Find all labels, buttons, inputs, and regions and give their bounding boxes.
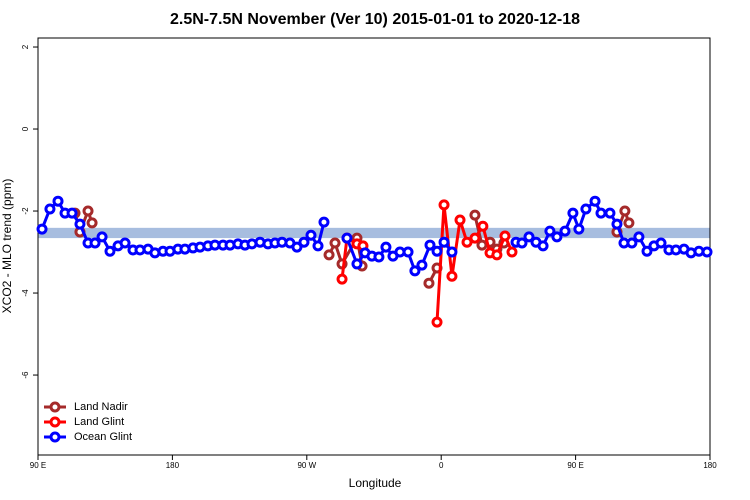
- data-point: [469, 209, 481, 221]
- x-tick-label: 90 W: [297, 461, 316, 470]
- data-point: [438, 236, 450, 248]
- data-point: [416, 259, 428, 271]
- data-point: [438, 199, 450, 211]
- data-point: [104, 245, 116, 257]
- data-point: [351, 258, 363, 270]
- data-point: [431, 245, 443, 257]
- data-point: [402, 246, 414, 258]
- data-point: [516, 237, 528, 249]
- plot-frame: [37, 37, 711, 456]
- data-point: [544, 225, 556, 237]
- legend-label: Land Nadir: [74, 401, 128, 413]
- x-tick-label: 90 E: [567, 461, 583, 470]
- legend-swatch-point: [49, 431, 61, 443]
- data-point: [623, 217, 635, 229]
- x-tick-label: 90 E: [30, 461, 46, 470]
- data-point: [461, 236, 473, 248]
- x-tick-label: 0: [439, 461, 444, 470]
- x-tick-label: 180: [703, 461, 717, 470]
- data-point: [89, 237, 101, 249]
- data-point: [298, 236, 310, 248]
- data-point: [589, 195, 601, 207]
- data-point: [499, 230, 511, 242]
- data-point: [523, 231, 535, 243]
- data-point: [491, 249, 503, 261]
- x-axis-label: Longitude: [349, 476, 402, 490]
- data-point: [537, 240, 549, 252]
- y-tick-label: 0: [21, 126, 30, 131]
- data-point: [626, 237, 638, 249]
- data-point: [82, 205, 94, 217]
- data-point: [431, 316, 443, 328]
- data-point: [66, 207, 78, 219]
- legend-swatch-point: [49, 416, 61, 428]
- data-point: [641, 245, 653, 257]
- data-point: [119, 237, 131, 249]
- data-point: [619, 205, 631, 217]
- data-point: [655, 237, 667, 249]
- data-point: [305, 229, 317, 241]
- chart-title: 2.5N-7.5N November (Ver 10) 2015-01-01 t…: [170, 11, 580, 28]
- data-point: [469, 232, 481, 244]
- data-point: [604, 207, 616, 219]
- data-point: [52, 195, 64, 207]
- data-point: [567, 207, 579, 219]
- data-point: [454, 214, 466, 226]
- data-point: [74, 218, 86, 230]
- data-point: [633, 231, 645, 243]
- data-point: [323, 249, 335, 261]
- data-point: [701, 246, 713, 258]
- data-point: [336, 273, 348, 285]
- data-point: [551, 231, 563, 243]
- y-axis-label: XCO2 - MLO trend (ppm): [0, 179, 14, 314]
- data-point: [477, 220, 489, 232]
- data-point: [424, 239, 436, 251]
- y-tick-label: -6: [21, 371, 30, 379]
- reference-band: [38, 227, 710, 239]
- data-point: [446, 246, 458, 258]
- data-point: [329, 237, 341, 249]
- data-point: [318, 216, 330, 228]
- data-point: [595, 207, 607, 219]
- data-point: [580, 203, 592, 215]
- data-point: [291, 241, 303, 253]
- y-tick-label: 2: [21, 44, 30, 49]
- data-point: [312, 240, 324, 252]
- legend-label: Ocean Glint: [74, 431, 132, 443]
- legend-swatch-point: [49, 401, 61, 413]
- data-point: [341, 232, 353, 244]
- y-tick-label: -2: [21, 207, 30, 215]
- data-point: [559, 225, 571, 237]
- data-point: [611, 218, 623, 230]
- data-point: [96, 231, 108, 243]
- x-tick-label: 180: [166, 461, 180, 470]
- data-point: [423, 277, 435, 289]
- data-point: [44, 203, 56, 215]
- data-point: [506, 246, 518, 258]
- legend-label: Land Glint: [74, 416, 124, 428]
- data-point: [409, 265, 421, 277]
- data-point: [573, 223, 585, 235]
- data-point: [36, 223, 48, 235]
- y-tick-label: -4: [21, 289, 30, 297]
- data-point: [86, 217, 98, 229]
- data-point: [373, 251, 385, 263]
- data-point: [380, 241, 392, 253]
- data-point: [446, 270, 458, 282]
